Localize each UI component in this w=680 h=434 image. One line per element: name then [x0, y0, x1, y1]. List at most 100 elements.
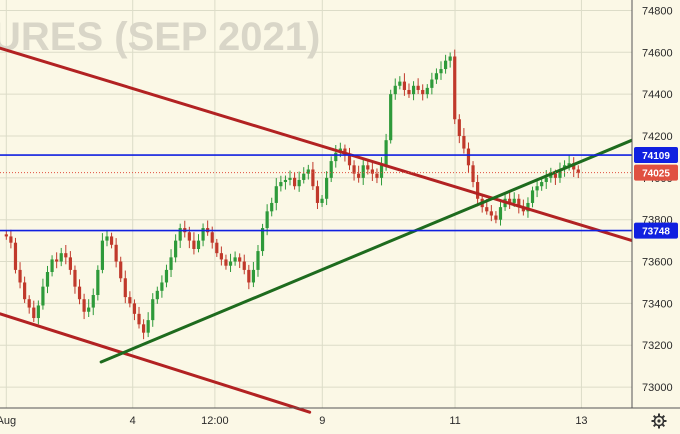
candle-body: [352, 165, 356, 174]
candle-body: [540, 182, 544, 187]
candle-body: [96, 269, 100, 296]
candle-body: [160, 282, 164, 291]
candle-body: [192, 240, 196, 249]
candle-body: [64, 253, 68, 258]
candle-body: [508, 198, 512, 203]
candle-body: [389, 94, 393, 141]
candle-body: [260, 228, 265, 252]
candle-body: [27, 299, 31, 308]
x-tick-label: 4: [130, 415, 136, 427]
candle-body: [279, 182, 283, 187]
candle-body: [407, 89, 411, 95]
candle-body: [471, 165, 475, 183]
candle-body: [489, 211, 493, 216]
candle-body: [196, 240, 201, 249]
y-tick-label: 73400: [642, 298, 673, 310]
candle-body: [128, 297, 132, 304]
x-tick-label: 13: [575, 415, 587, 427]
candle-body: [315, 186, 320, 203]
candle-body: [411, 85, 416, 95]
candle-body: [105, 236, 109, 241]
candle-body: [311, 169, 315, 187]
candle-body: [448, 56, 452, 61]
lower-level-badge: [634, 222, 678, 239]
candle-body: [32, 307, 36, 319]
candle-body: [535, 186, 539, 191]
y-tick-label: 73200: [642, 340, 673, 352]
candle-body: [292, 177, 297, 187]
candle-body: [247, 269, 251, 283]
candle-body: [132, 303, 137, 314]
candle-body: [572, 163, 576, 170]
gear-icon[interactable]: [651, 413, 667, 429]
candle-body: [320, 198, 324, 203]
candle-body: [187, 232, 191, 241]
candle-body: [549, 173, 553, 178]
candle-body: [100, 240, 105, 270]
candle-body: [238, 257, 242, 262]
candle-body: [251, 269, 256, 283]
candle-body: [485, 207, 489, 212]
y-tick-label: 74600: [642, 47, 673, 59]
candle-body: [494, 215, 498, 220]
candle-body: [119, 261, 123, 279]
candle-body: [526, 202, 530, 212]
candle-body: [558, 169, 562, 178]
candle-body: [370, 169, 374, 174]
candle-body: [109, 236, 114, 245]
candle-body: [174, 240, 178, 258]
candle-body: [82, 299, 86, 312]
upper-level-text: 74109: [642, 151, 670, 162]
candle-body: [393, 85, 397, 95]
candle-body: [228, 261, 233, 266]
candle-body: [567, 163, 571, 166]
candle-body: [68, 257, 72, 270]
candle-body: [329, 161, 333, 178]
price-axis[interactable]: [632, 0, 680, 408]
candle-body: [13, 242, 18, 270]
candle-body: [357, 173, 361, 178]
trendline-lower-resistance: [0, 312, 312, 414]
candle-body: [453, 56, 457, 120]
candle-body: [283, 179, 288, 183]
candle-body: [233, 257, 237, 262]
candle-body: [334, 152, 338, 162]
candle-body: [73, 269, 77, 287]
candle-body: [366, 165, 370, 170]
trendlines: [0, 46, 634, 414]
candle-body: [576, 169, 580, 173]
candle-body: [434, 73, 439, 80]
candle-body: [302, 173, 306, 180]
candle-body: [270, 202, 274, 212]
candle-body: [274, 186, 278, 203]
x-axis-ticks[interactable]: Aug 4 12:00 9 11 13: [0, 415, 588, 427]
candle-body: [457, 119, 461, 136]
candle-body: [155, 290, 159, 300]
candle-body: [347, 154, 352, 166]
candle-body: [430, 79, 434, 88]
candle-body: [416, 85, 420, 90]
candle-body: [45, 272, 50, 287]
candle-body: [224, 259, 228, 266]
candle-body: [398, 81, 402, 86]
candle-body: [512, 198, 516, 203]
candle-body: [164, 269, 169, 283]
x-tick-label: 12:00: [201, 415, 229, 427]
candle-body: [201, 228, 205, 241]
candle-body: [36, 305, 40, 319]
candle-body: [425, 87, 429, 95]
candle-body: [169, 257, 173, 270]
last-price-badge: [634, 164, 678, 181]
trendline-support: [99, 138, 634, 364]
candle-body: [517, 198, 521, 208]
candle-body: [219, 253, 223, 260]
candle-body: [288, 177, 292, 180]
candle-body: [379, 165, 384, 178]
y-tick-label: 73600: [642, 257, 673, 269]
candle-body: [4, 234, 8, 237]
candles: [4, 49, 580, 340]
horizontal-levels: [0, 154, 632, 232]
candle-body: [265, 211, 269, 229]
